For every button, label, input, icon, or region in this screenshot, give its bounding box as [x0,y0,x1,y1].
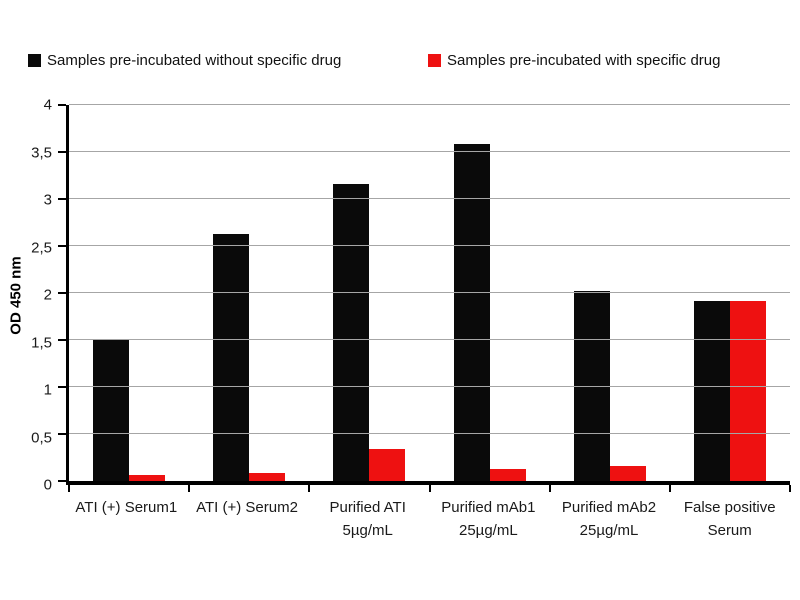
y-axis-tick [58,151,66,153]
bar-group [189,105,309,481]
y-axis-tick-labels: 0 0,5 1 1,5 2 2,5 3 3,5 4 [2,97,52,494]
bar-group [69,105,189,481]
bar [489,468,526,481]
y-axis-tick-label: 3 [43,191,52,209]
y-axis-tick [58,245,66,247]
y-axis-tick [58,480,66,482]
x-axis-category-label: ATI (+) Serum1 [66,496,187,542]
bar-groups [69,105,790,481]
bar-group [550,105,670,481]
x-axis-category-label: False positive Serum [669,496,790,542]
bar [453,144,490,481]
y-axis-tick [58,292,66,294]
bar [693,301,730,481]
bar [369,449,406,481]
x-axis-tick [308,485,311,492]
bar-group [430,105,550,481]
gridline [69,104,790,105]
y-axis-tick [58,198,66,200]
y-axis-tick-label: 2 [43,286,52,304]
x-axis-category-label-line: 25µg/mL [459,522,518,539]
x-axis-category-label-line: 5µg/mL [342,522,393,539]
bar-group [670,105,790,481]
x-axis-category-labels: ATI (+) Serum1 ATI (+) Serum2 Purified ATI… [66,496,790,542]
y-axis-tick [58,104,66,106]
x-axis-tick [789,485,791,492]
legend-label-with-drug: Samples pre-incubated with specific drug [447,51,721,69]
gridline [69,292,790,293]
bar [249,473,286,481]
y-axis-tick-label: 1 [43,381,52,399]
x-axis-tick [428,485,431,492]
gridline [69,198,790,199]
legend-swatch-red-icon [428,53,441,67]
x-axis-category-label-line: ATI (+) Serum1 [75,499,178,516]
x-axis-tick [548,485,551,492]
x-axis-category-label: Purified ATI 5µg/mL [307,496,428,542]
x-axis-category-label: Purified mAb1 25µg/mL [428,496,549,542]
x-axis-category-label-line: Purified mAb2 [561,499,657,516]
y-axis-tick-label: 1,5 [31,334,52,351]
gridline [69,386,790,387]
y-axis-tick-label: 0 [43,476,52,494]
x-axis-tick [68,485,70,492]
y-axis-tick [58,339,66,341]
gridline [69,339,790,340]
legend-item-without-drug: Samples pre-incubated without specific d… [28,51,342,69]
bar [213,233,250,481]
x-axis-category-label-line: False positive [683,499,776,516]
bar [609,465,646,481]
legend-swatch-black-icon [28,53,41,67]
x-axis-category-label-line: Serum [707,522,752,539]
plot-area [58,104,791,492]
bar [729,301,766,481]
y-axis-tick [58,386,66,388]
bar [129,475,166,481]
x-axis-category-label: Purified mAb2 25µg/mL [549,496,670,542]
y-axis-tick-label: 3,5 [31,144,52,161]
x-axis-category-label-line: ATI (+) Serum2 [196,499,298,516]
bar-group [309,105,429,481]
gridline [69,433,790,434]
bar [93,339,130,481]
bar [333,183,370,481]
y-axis-tick-label: 4 [43,96,52,114]
y-axis-tick [58,433,66,435]
x-axis-category-label-line: Purified ATI [329,499,406,516]
x-axis-category-label-line: Purified mAb1 [441,499,536,516]
x-axis-tick [668,485,671,492]
gridline [69,151,790,152]
x-axis-category-label-line: 25µg/mL [579,522,639,539]
x-axis-category-label: ATI (+) Serum2 [187,496,308,542]
x-axis-tick [188,485,191,492]
legend-label-without-drug: Samples pre-incubated without specific d… [47,51,342,69]
legend-item-with-drug: Samples pre-incubated with specific drug [428,51,721,69]
y-axis-tick-label: 2,5 [31,239,52,256]
y-axis-tick-label: 0,5 [31,429,52,446]
gridline [69,245,790,246]
